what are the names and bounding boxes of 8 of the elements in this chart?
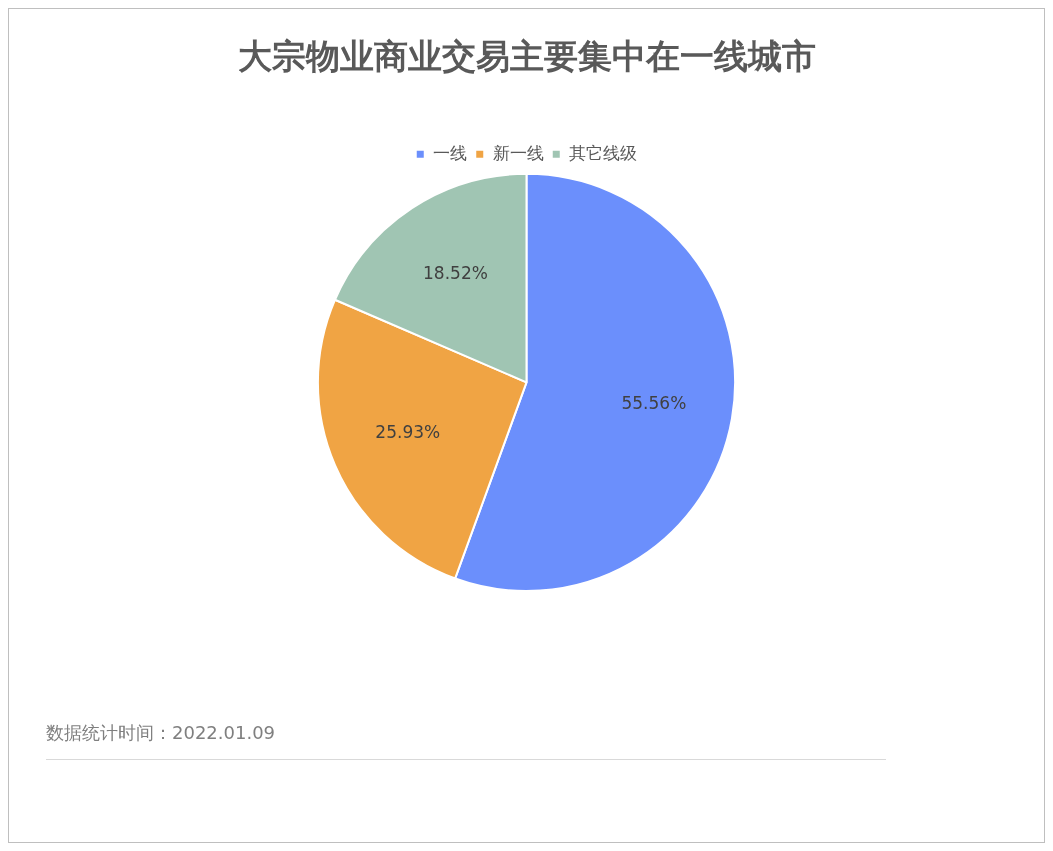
legend-label: 其它线级 (569, 142, 638, 163)
text: 数据统计时间：2022.01.09 (46, 721, 276, 745)
legend-label: 新一线 (492, 142, 544, 163)
chart-title: 大宗物业商业交易主要集中在一线城市 (237, 36, 816, 77)
legend-label: 一线 (433, 142, 468, 163)
data-label: 55.56% (621, 393, 687, 414)
data-label: 25.93% (375, 422, 441, 443)
data-label: 18.52% (423, 262, 488, 283)
